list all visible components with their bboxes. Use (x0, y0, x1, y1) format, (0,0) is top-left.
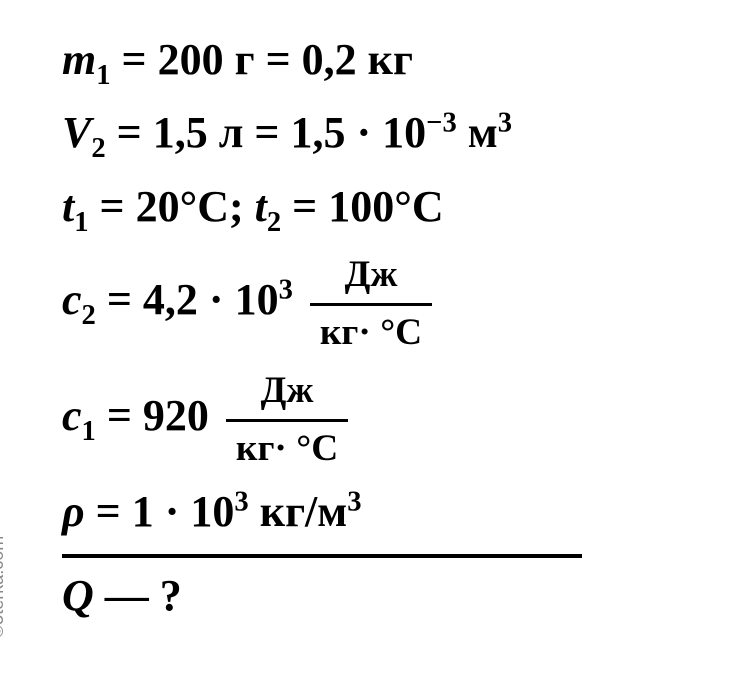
fraction-unit: Джкг· °C (226, 366, 348, 474)
eq-part: = 1 · 10 (85, 487, 235, 536)
eq-part: = 20° (89, 182, 198, 231)
var-v2: V (62, 108, 91, 157)
var-q: Q (62, 571, 94, 620)
horizontal-divider (62, 554, 582, 558)
eq-part: = 1,5 · 10 (243, 108, 426, 157)
sub-2: 2 (267, 207, 281, 238)
unit-g: г (235, 35, 255, 84)
equation-c1: c1 = 920 Джкг· °C (62, 366, 708, 474)
frac-num: Дж (310, 250, 432, 305)
var-c2: c (62, 275, 82, 324)
equation-mass: m1 = 200 г = 0,2 кг (62, 30, 708, 95)
equation-temps: t1 = 20°C; t2 = 100°C (62, 177, 708, 242)
unit-c: C (412, 182, 444, 231)
unit-kg: кг (368, 35, 413, 84)
eq-part: = 1,5 (106, 108, 219, 157)
equation-density: ρ = 1 · 103 кг/м3 (62, 482, 708, 541)
unit-l: л (219, 108, 244, 157)
sub-2: 2 (91, 133, 105, 164)
exp-3: 3 (347, 486, 361, 517)
unit-m: м (468, 108, 498, 157)
var-c1: c (62, 391, 82, 440)
sub-1: 1 (82, 416, 96, 447)
exp-neg3: −3 (426, 108, 457, 139)
eq-part: = 0,2 (255, 35, 368, 84)
equation-question: Q — ? (62, 566, 708, 625)
sub-1: 1 (96, 60, 110, 91)
frac-num: Дж (226, 366, 348, 421)
unit-c: C (197, 182, 229, 231)
var-rho: ρ (62, 487, 85, 536)
space (457, 108, 468, 157)
frac-den: кг· °C (310, 306, 432, 358)
var-t1: t (62, 182, 74, 231)
eq-part: = 100° (281, 182, 412, 231)
space (249, 487, 260, 536)
question-mark: — ? (94, 571, 182, 620)
unit-density: кг/м (260, 487, 348, 536)
equation-c2: c2 = 4,2 · 103 Джкг· °C (62, 250, 708, 358)
watermark-text: ©5terka.com (0, 536, 8, 638)
exp-3: 3 (498, 108, 512, 139)
eq-part: = 200 (111, 35, 235, 84)
space (293, 275, 304, 324)
sub-1: 1 (74, 207, 88, 238)
separator: ; (229, 182, 255, 231)
eq-part: = 4,2 · 10 (96, 275, 279, 324)
eq-part: = 920 (96, 391, 220, 440)
equation-volume: V2 = 1,5 л = 1,5 · 10−3 м3 (62, 103, 708, 168)
var-m1: m (62, 35, 96, 84)
exp-3: 3 (279, 275, 293, 306)
frac-den: кг· °C (226, 422, 348, 474)
exp-3: 3 (234, 486, 248, 517)
fraction-unit: Джкг· °C (310, 250, 432, 358)
sub-2: 2 (82, 300, 96, 331)
var-t2: t (255, 182, 267, 231)
